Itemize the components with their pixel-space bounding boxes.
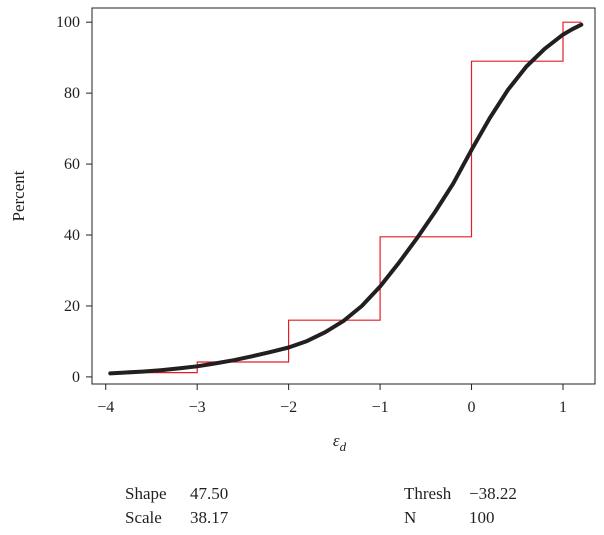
stat-shape-label: Shape: [125, 484, 167, 503]
stat-n-label: N: [404, 508, 417, 527]
stat-n-value: 100: [469, 508, 495, 527]
empirical-step-line: [110, 21, 582, 374]
fitted-cdf-layer: [108, 22, 584, 376]
stat-scale: Scale 38.17: [125, 506, 228, 530]
y-tick-label: 40: [64, 227, 80, 244]
stat-shape: Shape 47.50: [125, 482, 228, 506]
y-tick-label: 0: [72, 369, 80, 386]
x-tick-label: 0: [468, 399, 476, 416]
x-tick-label: 1: [559, 399, 567, 416]
x-axis: −4 −3 −2 −1 0 1: [97, 384, 567, 416]
stat-thresh: Thresh −38.22: [404, 482, 517, 506]
x-tick-label: −2: [280, 399, 297, 416]
stat-scale-label: Scale: [125, 508, 162, 527]
plot-border: [91, 7, 596, 385]
y-tick-label: 80: [64, 85, 80, 102]
y-axis: 0 20 40 60 80 100: [56, 14, 92, 386]
x-tick-label: −1: [372, 399, 389, 416]
empirical-step-layer: [110, 21, 582, 374]
plot-frame: [91, 7, 596, 385]
stat-thresh-value: −38.22: [469, 484, 517, 503]
stats-right: Thresh −38.22 N 100: [404, 482, 517, 530]
y-tick-label: 100: [56, 14, 80, 31]
stat-scale-value: 38.17: [190, 508, 229, 527]
y-axis-title: Percent: [9, 170, 28, 221]
x-axis-title-symbol: ε: [333, 431, 340, 450]
x-tick-label: −4: [97, 399, 114, 416]
y-tick-label: 60: [64, 156, 80, 173]
stat-shape-value: 47.50: [190, 484, 229, 503]
x-axis-title: εd: [333, 431, 347, 454]
stats-left: Shape 47.50 Scale 38.17: [125, 482, 228, 530]
y-tick-label: 20: [64, 298, 80, 315]
x-tick-label: −3: [189, 399, 206, 416]
stat-thresh-label: Thresh: [404, 484, 452, 503]
x-axis-title-subscript: d: [340, 439, 347, 454]
stat-n: N 100: [404, 506, 517, 530]
fitted-cdf-line: [108, 22, 584, 376]
